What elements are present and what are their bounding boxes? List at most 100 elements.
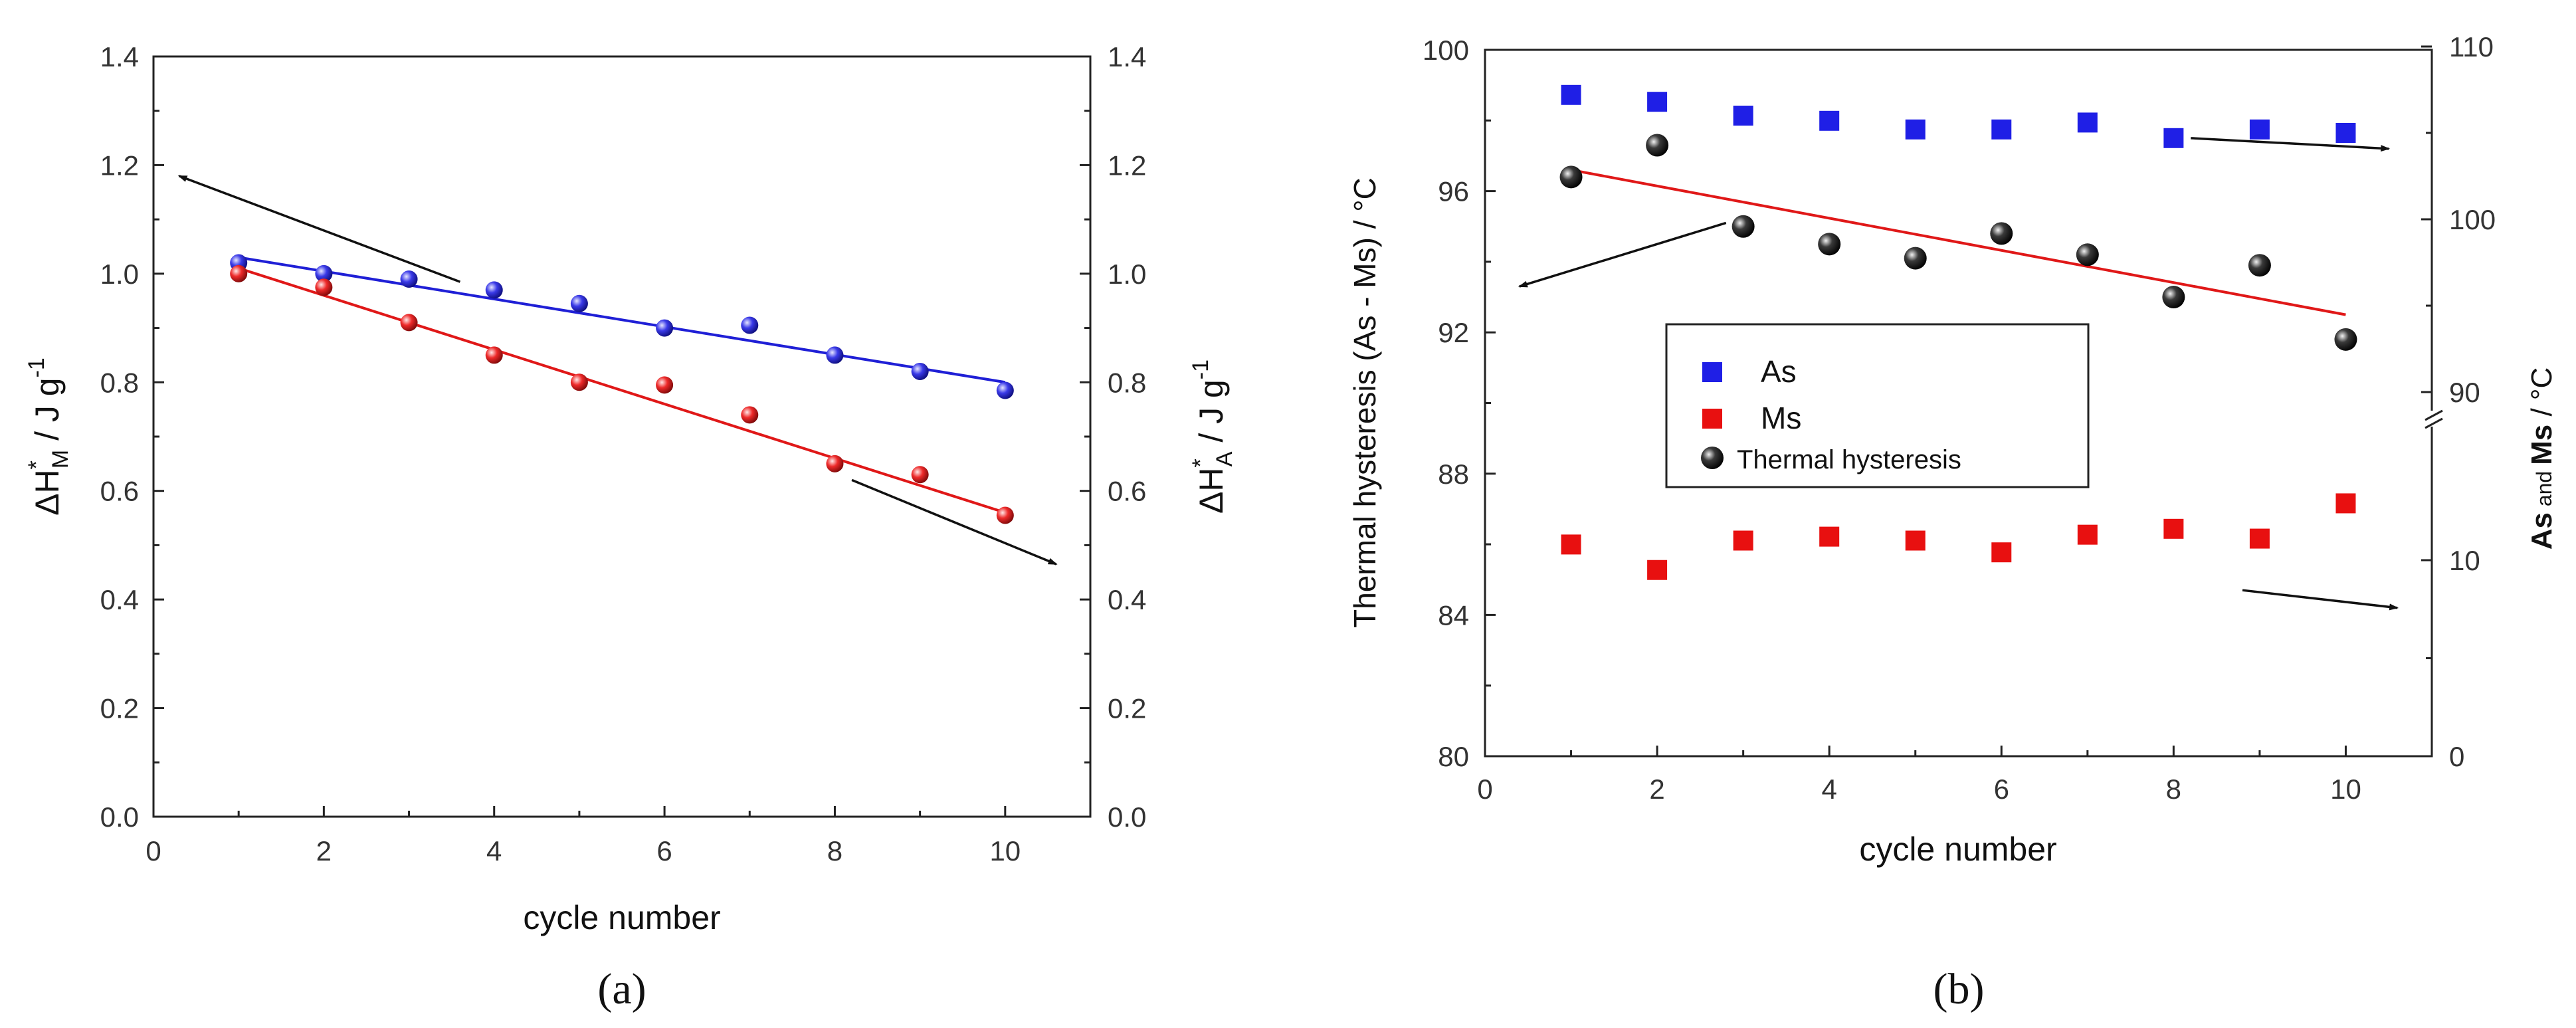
- x-tick-label: 10: [2330, 773, 2361, 805]
- chart-a-fit-line-red: [238, 266, 1006, 514]
- chart-b-panel-label: (b): [1933, 965, 1985, 1013]
- y-tick-label-right: 90: [2449, 377, 2480, 408]
- x-tick-label: 6: [1994, 773, 2009, 805]
- y-tick-label-left: 80: [1438, 741, 1469, 772]
- y-tick-label-right: 0.6: [1108, 476, 1146, 507]
- y-tick-label-left: 92: [1438, 317, 1469, 348]
- point-red: [911, 466, 929, 484]
- point-blue: [485, 281, 503, 299]
- chart-a-points: [230, 254, 1014, 524]
- y-tick-label-left: 1.4: [100, 41, 139, 72]
- chart-b-arrow-right-upper: [2191, 137, 2391, 152]
- point-hysteresis: [1904, 247, 1927, 270]
- chart-b-y-label-left: Thermal hysteresis (As - Ms) / °C: [1347, 177, 1382, 628]
- legend-label-hysteresis: Thermal hysteresis: [1737, 445, 1961, 474]
- y-tick-label-right: 10: [2449, 545, 2480, 576]
- chart-b-y-axis-left: 80 84 88 92 96 100: [1423, 35, 1496, 772]
- point-blue: [570, 294, 588, 312]
- point-hysteresis: [1732, 215, 1755, 238]
- y-tick-label-left: 0.6: [100, 476, 139, 507]
- point-hysteresis: [1818, 233, 1841, 256]
- point-red: [826, 455, 844, 472]
- y-tick-label-left: 0.8: [100, 367, 139, 398]
- point-as: [1733, 106, 1753, 126]
- y-tick-label-left: 0.2: [100, 693, 139, 724]
- chart-a-fit-line-blue: [238, 256, 1006, 384]
- chart-a-y-label-right: ΔH*A / J g-1: [1188, 360, 1237, 514]
- y-tick-label-left: 1.0: [100, 258, 139, 290]
- point-as: [2335, 123, 2356, 143]
- point-red: [230, 264, 248, 282]
- point-hysteresis: [2334, 328, 2357, 351]
- point-red: [996, 506, 1014, 524]
- chart-a: 0 2 4 6 8 10 0.0 0.0 0.2 0.2 0.4 0.4 0.6 0.6 0.8 0.8 1.…: [24, 41, 1237, 1013]
- point-hysteresis: [1646, 134, 1669, 157]
- point-as: [1647, 92, 1668, 112]
- y-tick-label-left: 0.4: [100, 584, 139, 615]
- x-tick-label: 0: [1477, 773, 1492, 805]
- point-red: [400, 314, 418, 332]
- x-tick-label: 2: [316, 835, 332, 867]
- point-as: [1991, 119, 2012, 140]
- point-blue: [996, 381, 1014, 399]
- chart-b-points: [1559, 84, 2357, 580]
- y-tick-label-right: 110: [2449, 31, 2494, 62]
- point-red: [485, 346, 503, 364]
- chart-b-arrow-right-lower: [2242, 589, 2399, 611]
- legend-label-ms: Ms: [1761, 401, 1801, 435]
- y-tick-label-left: 84: [1438, 599, 1469, 631]
- point-ms: [1819, 526, 1840, 547]
- point-blue: [741, 316, 759, 334]
- legend-box: [1665, 323, 2090, 488]
- chart-b-y-label-right: As and Ms / °C: [2526, 367, 2558, 550]
- chart-a-plot-frame: [152, 55, 1092, 818]
- y-tick-label-left: 1.2: [100, 150, 139, 181]
- y-tick-label-right: 100: [2449, 204, 2496, 235]
- point-as: [1561, 84, 1581, 105]
- point-blue: [656, 319, 674, 337]
- y-tick-label-right: 1.0: [1108, 258, 1146, 290]
- axis-break-mark: [2425, 409, 2443, 421]
- x-tick-label: 0: [146, 835, 161, 867]
- legend-label-as: As: [1761, 354, 1797, 389]
- y-tick-label-right: 0.4: [1108, 584, 1146, 615]
- chart-b-fit-line: [1571, 168, 2346, 316]
- x-tick-label: 8: [2166, 773, 2181, 805]
- x-tick-label: 2: [1649, 773, 1664, 805]
- x-tick-label: 6: [656, 835, 672, 867]
- legend-marker-as: [1702, 362, 1722, 382]
- y-tick-label-right: 1.2: [1108, 150, 1146, 181]
- legend-marker-hysteresis: [1701, 447, 1724, 469]
- x-tick-label: 4: [1822, 773, 1837, 805]
- point-as: [2163, 128, 2184, 148]
- point-ms: [1647, 560, 1668, 580]
- point-blue: [826, 346, 844, 364]
- point-hysteresis: [2162, 286, 2185, 309]
- point-as: [1905, 119, 1926, 140]
- point-ms: [1905, 530, 1926, 551]
- point-red: [570, 373, 588, 391]
- point-red: [656, 376, 674, 394]
- chart-b-x-axis: 0 2 4 6 8 10: [1477, 746, 2433, 805]
- chart-b-legend: As Ms Thermal hysteresis: [1665, 323, 2090, 488]
- point-hysteresis: [1559, 165, 1583, 189]
- y-tick-label-right: 1.4: [1108, 41, 1146, 72]
- point-blue: [911, 362, 929, 380]
- point-ms: [2249, 528, 2270, 549]
- point-as: [1819, 110, 1840, 131]
- y-tick-label-left: 88: [1438, 459, 1469, 490]
- legend-marker-ms: [1702, 409, 1722, 429]
- point-as: [2249, 119, 2270, 140]
- y-tick-label-right: 0.8: [1108, 367, 1146, 398]
- chart-a-y-axes: 0.0 0.0 0.2 0.2 0.4 0.4 0.6 0.6 0.8 0.8 1.0 1.0 1.2 1…: [100, 41, 1147, 833]
- chart-b-x-label: cycle number: [1859, 831, 2056, 868]
- axis-break-mark: [2425, 417, 2443, 429]
- y-tick-label-right: 0: [2449, 741, 2464, 772]
- y-tick-label-right: 0.2: [1108, 693, 1146, 724]
- chart-a-arrow-right: [851, 478, 1058, 565]
- point-ms: [1991, 542, 2012, 563]
- point-hysteresis: [2076, 243, 2099, 266]
- point-ms: [2077, 524, 2098, 545]
- point-red: [741, 406, 759, 424]
